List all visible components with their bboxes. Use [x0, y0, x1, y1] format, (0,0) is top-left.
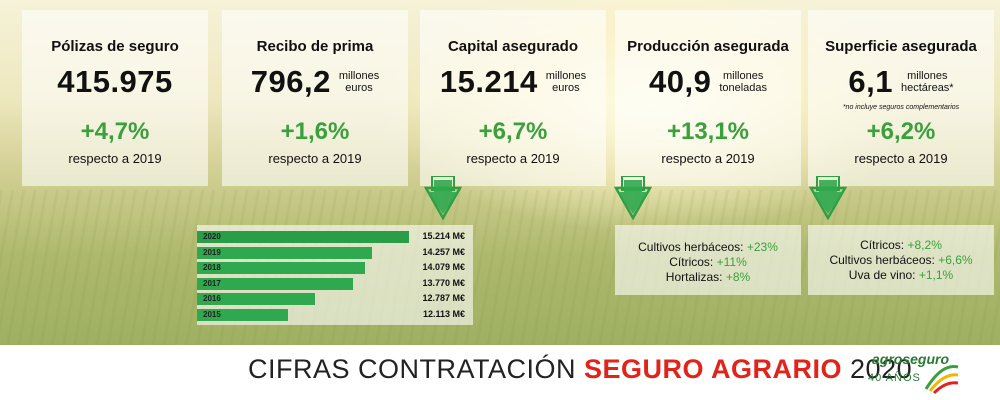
card-title: Superficie asegurada	[825, 38, 977, 55]
capital-history-bar	[197, 293, 315, 305]
card-unit: millones hectáreas*	[901, 70, 954, 94]
capital-history-value: 13.770 M€	[422, 277, 465, 288]
capital-history-value: 12.787 M€	[422, 293, 465, 303]
card-recibo-prima: Recibo de prima 796,2 millones euros +1,…	[222, 10, 408, 186]
breakdown-item: Hortalizas: +8%	[665, 270, 751, 284]
card-unit: millones euros	[545, 70, 587, 94]
capital-history-year: 2016	[203, 294, 221, 303]
card-comparison: respecto a 2019	[854, 151, 948, 166]
footer-title: CIFRAS CONTRATACIÓN SEGURO AGRARIO 2020	[248, 354, 913, 384]
card-produccion: Producción asegurada 40,9 millones tonel…	[615, 10, 801, 186]
capital-history-bar	[197, 308, 288, 321]
footer-banner: CIFRAS CONTRATACIÓN SEGURO AGRARIO 2020 …	[0, 345, 1000, 400]
superficie-breakdown-panel: Cítricos: +8,2% Cultivos herbáceos: +6,6…	[808, 225, 994, 295]
card-value: 40,9	[648, 64, 712, 99]
card-unit: millones euros	[338, 70, 380, 94]
produccion-breakdown-panel: Cultivos herbáceos: +23% Cítricos: +11% …	[615, 225, 801, 295]
card-comparison: respecto a 2019	[68, 151, 162, 166]
card-footnote: *no incluye seguros complementarios	[842, 104, 960, 111]
breakdown-item: Cítricos: +11%	[669, 255, 747, 269]
capital-history-row: 2018 14.079 M€	[197, 261, 473, 274]
capital-history-row: 2017 13.770 M€	[197, 277, 473, 290]
card-comparison: respecto a 2019	[466, 151, 560, 166]
card-comparison: respecto a 2019	[268, 151, 362, 166]
card-value: 415.975	[57, 64, 173, 99]
capital-history-row: 2020 15.214 M€	[197, 230, 473, 243]
capital-history-bar	[197, 231, 409, 243]
capital-history-year: 2015	[203, 309, 221, 319]
breakdown-item: Cultivos herbáceos: +6,6%	[829, 253, 973, 267]
card-comparison: respecto a 2019	[661, 151, 755, 166]
card-percent: +1,6%	[280, 118, 350, 145]
breakdown-item: Uva de vino: +1,1%	[848, 268, 954, 282]
logo-text: agroseguro	[872, 351, 950, 367]
capital-history-bar	[197, 246, 372, 259]
card-polizas: Pólizas de seguro 415.975 +4,7% respecto…	[22, 10, 208, 186]
card-percent: +6,7%	[478, 118, 548, 145]
capital-history-panel: 2020 15.214 M€ 2019 14.257 M€ 2018 14.079 M€ 2…	[197, 225, 473, 325]
logo-anniversary: 40 AÑOS	[868, 372, 921, 384]
card-percent: +13,1%	[666, 118, 750, 145]
capital-history-year: 2019	[203, 247, 221, 257]
card-superficie: Superficie asegurada 6,1 millones hectár…	[808, 10, 994, 186]
capital-history-value: 15.214 M€	[422, 231, 465, 241]
capital-history-row: 2016 12.787 M€	[197, 292, 473, 305]
breakdown-item: Cítricos: +8,2%	[860, 238, 942, 252]
capital-history-value: 12.113 M€	[422, 308, 465, 319]
card-capital: Capital asegurado 15.214 millones euros …	[420, 10, 606, 186]
capital-history-row: 2019 14.257 M€	[197, 246, 473, 259]
down-arrow-icon	[809, 176, 847, 220]
down-arrow-icon	[424, 176, 462, 220]
capital-history-bar	[197, 277, 353, 290]
capital-history-year: 2020	[203, 232, 221, 241]
card-value: 15.214	[439, 64, 538, 99]
capital-history-value: 14.257 M€	[422, 246, 465, 257]
card-title: Capital asegurado	[447, 38, 579, 55]
card-title: Recibo de prima	[256, 38, 374, 55]
capital-history-bar	[197, 262, 365, 274]
card-percent: +6,2%	[866, 118, 936, 145]
card-value: 6,1	[848, 64, 893, 99]
breakdown-item: Cultivos herbáceos: +23%	[638, 240, 778, 254]
down-arrow-icon	[614, 176, 652, 220]
capital-history-year: 2017	[203, 278, 221, 288]
card-value: 796,2	[250, 64, 331, 99]
capital-history-year: 2018	[203, 263, 221, 272]
capital-history-row: 2015 12.113 M€	[197, 308, 473, 321]
capital-history-value: 14.079 M€	[422, 262, 465, 272]
card-percent: +4,7%	[80, 118, 150, 145]
card-title: Pólizas de seguro	[51, 38, 179, 55]
agroseguro-logo-icon	[924, 364, 959, 395]
card-title: Producción asegurada	[627, 38, 789, 55]
card-unit: millones toneladas	[719, 70, 768, 94]
